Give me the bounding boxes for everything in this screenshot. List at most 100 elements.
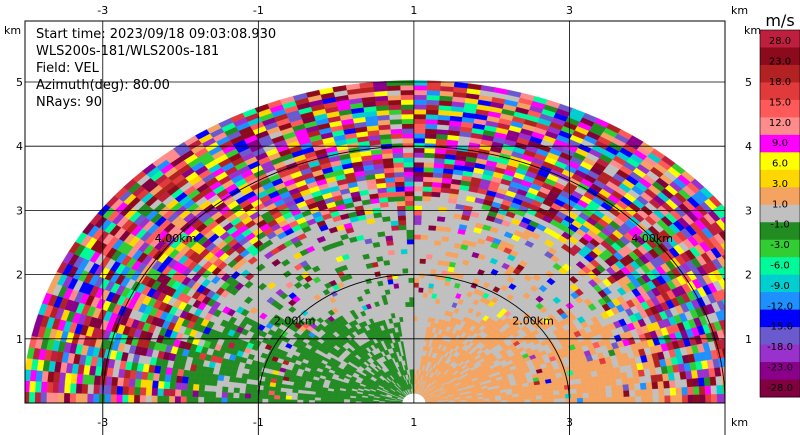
velocity-cell xyxy=(285,399,292,403)
velocity-cell xyxy=(401,263,409,269)
velocity-cell xyxy=(400,80,415,86)
velocity-cell xyxy=(400,244,408,250)
velocity-cell xyxy=(406,311,411,317)
velocity-cell xyxy=(250,398,257,403)
velocity-cell xyxy=(198,384,206,392)
velocity-cell xyxy=(381,148,393,155)
velocity-cell xyxy=(428,225,437,231)
velocity-cell xyxy=(410,330,415,336)
velocity-cell xyxy=(432,254,440,261)
velocity-cell xyxy=(402,133,415,139)
velocity-cell xyxy=(192,396,199,403)
velocity-cell xyxy=(413,224,422,230)
velocity-cell xyxy=(418,277,425,284)
velocity-cell xyxy=(386,274,393,280)
velocity-cell xyxy=(69,392,76,403)
velocity-cell xyxy=(389,259,397,265)
velocity-cell xyxy=(413,296,419,303)
velocity-cell xyxy=(291,395,298,400)
velocity-cell xyxy=(174,395,181,403)
velocity-cell xyxy=(432,249,441,256)
velocity-cell xyxy=(406,321,411,327)
velocity-cell xyxy=(391,142,404,149)
velocity-cell xyxy=(433,244,441,251)
velocity-cell xyxy=(209,391,217,398)
velocity-cell xyxy=(428,278,436,284)
velocity-cell xyxy=(407,253,415,259)
velocity-cell xyxy=(389,210,399,217)
velocity-cell xyxy=(404,195,415,202)
velocity-cell xyxy=(432,177,443,183)
velocity-cell xyxy=(40,392,47,403)
velocity-cell xyxy=(388,104,402,111)
velocity-cell xyxy=(403,287,410,293)
velocity-cell xyxy=(426,99,440,106)
velocity-cell xyxy=(81,393,88,403)
velocity-cell xyxy=(420,229,429,236)
velocity-cell xyxy=(390,220,399,226)
velocity-cell xyxy=(423,176,434,183)
velocity-cell xyxy=(740,232,752,244)
velocity-cell xyxy=(390,128,403,135)
velocity-cell xyxy=(262,398,269,403)
velocity-cell xyxy=(409,306,415,312)
velocity-cell xyxy=(382,157,394,164)
velocity-cell xyxy=(380,138,393,145)
velocity-cell xyxy=(409,301,415,307)
velocity-cell xyxy=(392,234,401,241)
velocity-cell xyxy=(405,210,415,216)
velocity-cell xyxy=(413,190,423,197)
velocity-cell xyxy=(407,330,412,336)
velocity-cell xyxy=(139,387,147,396)
velocity-cell xyxy=(382,153,394,159)
velocity-cell xyxy=(378,129,392,135)
velocity-cell xyxy=(437,259,445,266)
velocity-cell xyxy=(386,244,395,251)
velocity-cell xyxy=(392,278,399,284)
velocity-cell xyxy=(401,306,407,313)
velocity-cell xyxy=(400,99,415,105)
velocity-cell xyxy=(384,172,395,179)
velocity-cell xyxy=(81,383,89,394)
velocity-cell xyxy=(163,381,171,390)
velocity-cell xyxy=(256,398,263,403)
velocity-cell xyxy=(431,186,442,193)
velocity-cell xyxy=(413,171,424,177)
velocity-cell xyxy=(422,200,432,207)
velocity-cell xyxy=(403,321,408,327)
velocity-cell xyxy=(128,386,135,396)
velocity-cell xyxy=(163,388,170,397)
velocity-cell xyxy=(403,171,415,177)
velocity-cell xyxy=(423,282,430,289)
velocity-cell xyxy=(262,389,270,395)
velocity-cell xyxy=(383,259,391,266)
velocity-cell xyxy=(395,292,401,299)
velocity-cell xyxy=(393,244,402,250)
velocity-cell xyxy=(426,90,441,96)
velocity-cell xyxy=(408,340,412,346)
velocity-cell xyxy=(418,296,423,303)
velocity-cell xyxy=(401,253,408,260)
velocity-cell xyxy=(416,330,421,336)
velocity-cell xyxy=(424,152,436,159)
velocity-cell xyxy=(424,138,437,144)
velocity-cell xyxy=(393,239,401,246)
velocity-cell xyxy=(432,172,444,179)
velocity-cell xyxy=(76,373,84,385)
velocity-cell xyxy=(413,152,425,158)
velocity-cell xyxy=(413,320,418,327)
velocity-cell xyxy=(413,133,426,139)
velocity-cell xyxy=(382,216,391,222)
velocity-cell xyxy=(192,390,199,397)
velocity-cell xyxy=(408,282,415,288)
velocity-cell xyxy=(422,181,433,187)
velocity-cell xyxy=(425,253,433,260)
velocity-cell xyxy=(111,376,119,387)
velocity-cell xyxy=(395,191,406,197)
velocity-cell xyxy=(413,128,426,134)
velocity-cell xyxy=(427,80,442,87)
velocity-cell xyxy=(87,374,95,385)
velocity-cell xyxy=(413,292,419,298)
velocity-cell xyxy=(413,113,427,120)
velocity-cell xyxy=(388,99,402,106)
